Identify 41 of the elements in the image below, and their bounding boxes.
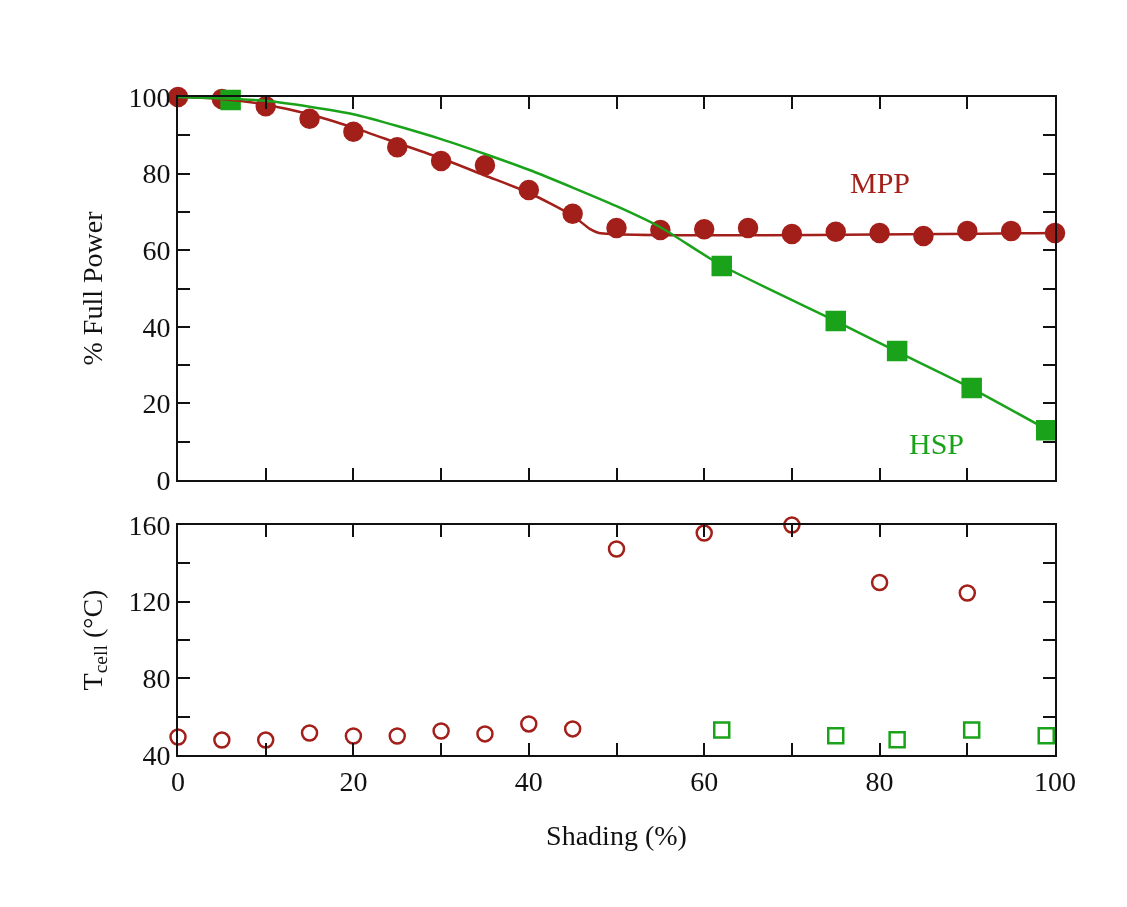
- series-label: MPP: [850, 166, 911, 199]
- point: [1037, 727, 1055, 745]
- x-tick-label: 40: [514, 765, 543, 797]
- y-axis-title: % Full Power: [76, 210, 108, 366]
- y-tick-label: 20: [142, 388, 171, 420]
- point: [695, 524, 713, 542]
- x-tick-label: 100: [1034, 765, 1076, 797]
- x-axis-title: Shading (%): [546, 820, 687, 852]
- point: [169, 728, 187, 746]
- point: [474, 154, 496, 176]
- point: [476, 725, 494, 743]
- y-tick-label: 60: [142, 235, 171, 266]
- point: [213, 731, 231, 749]
- point: [300, 724, 319, 742]
- point: [563, 720, 582, 738]
- x-tick-label: 20: [339, 765, 368, 797]
- y-tick-label: 40: [142, 739, 171, 771]
- point: [783, 516, 801, 534]
- point: [607, 540, 626, 558]
- y-tick-label: 100: [128, 81, 171, 113]
- point: [870, 573, 889, 592]
- y-tick-label: 80: [142, 663, 171, 695]
- y-tick-label: 40: [142, 311, 171, 343]
- x-tick-label: 80: [865, 765, 894, 797]
- point: [958, 584, 977, 602]
- point: [888, 730, 906, 749]
- point: [388, 727, 406, 745]
- series-label: HSP: [909, 427, 965, 460]
- point: [432, 722, 450, 740]
- point: [962, 721, 981, 739]
- y-tick-label: 160: [128, 509, 171, 541]
- point: [712, 721, 731, 739]
- point: [737, 217, 759, 239]
- point: [256, 731, 275, 749]
- point: [520, 715, 538, 733]
- y-tick-label: 80: [142, 158, 171, 190]
- y-tick-label: 120: [128, 586, 171, 618]
- point: [827, 727, 845, 745]
- y-tick-label: 0: [156, 464, 171, 496]
- point: [344, 727, 363, 745]
- x-tick-label: 60: [690, 765, 719, 797]
